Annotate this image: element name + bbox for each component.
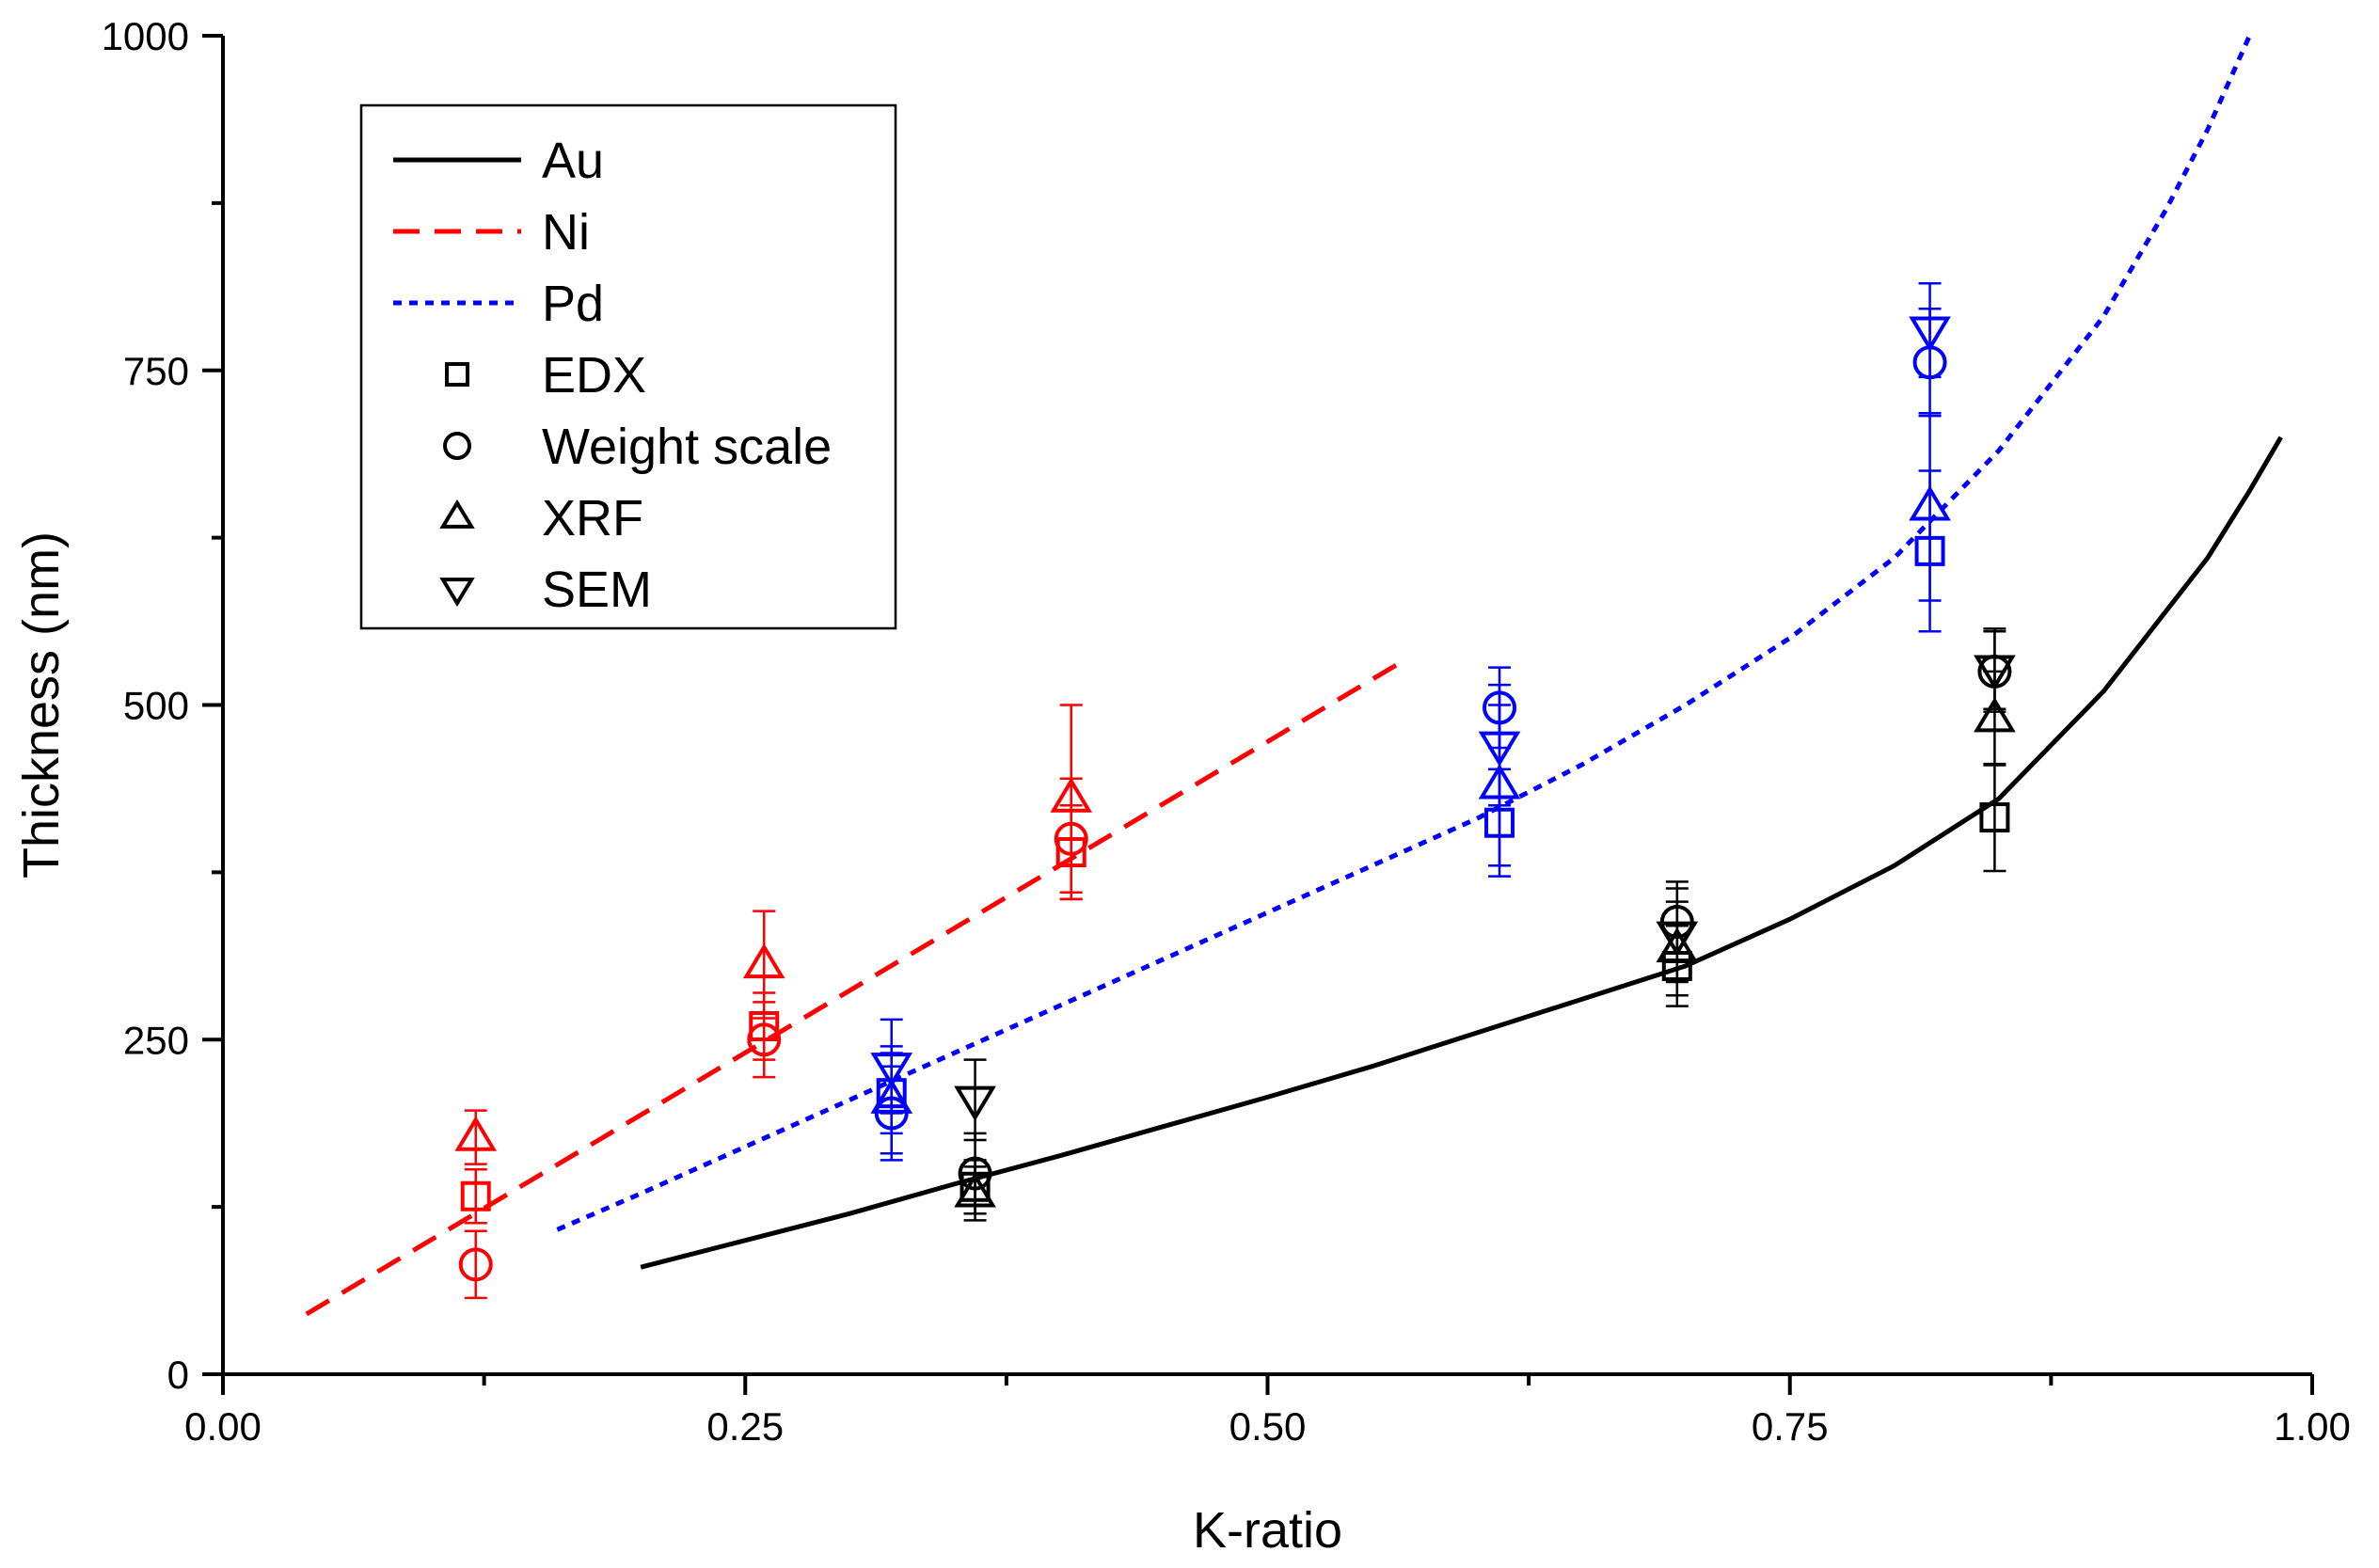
x-axis-title: K-ratio (1193, 1502, 1342, 1559)
y-tick-label-500: 500 (123, 684, 189, 728)
marker-pd-sem-0 (870, 1053, 913, 1088)
marker-au-xrf-2 (1974, 697, 2016, 733)
marker-au-weight-scale-0 (958, 1156, 992, 1191)
marker-ni-weight-scale-0 (458, 1247, 493, 1282)
y-tick-label-250: 250 (123, 1018, 189, 1062)
legend-xrf-label: XRF (542, 490, 643, 546)
x-tick-label-0-75: 0.75 (1752, 1404, 1829, 1449)
x-tick-label-0-25: 0.25 (706, 1404, 784, 1449)
legend-weight-scale-swatch (443, 432, 471, 460)
x-tick-label-0-00: 0.00 (184, 1404, 262, 1449)
y-tick-label-750: 750 (123, 349, 189, 393)
legend-pd-label: Pd (542, 276, 604, 332)
legend-sem-swatch (439, 578, 475, 608)
y-axis-title: Thickness (nm) (13, 531, 70, 879)
y-tick-label-1000: 1000 (102, 14, 189, 58)
legend: Au Ni Pd EDX Weight scale XRF SEM (359, 103, 897, 630)
data-markers-layer (454, 316, 2016, 1282)
legend-edx-label: EDX (542, 347, 646, 404)
marker-ni-edx-1 (749, 1011, 780, 1042)
curve-ni (305, 658, 1405, 1317)
legend-sem-label: SEM (542, 562, 652, 618)
marker-au-xrf-0 (954, 1172, 996, 1208)
axes-layer (202, 34, 2314, 1395)
legend-ni-label: Ni (542, 204, 590, 261)
marker-pd-edx-1 (1484, 807, 1515, 838)
marker-ni-xrf-0 (454, 1116, 498, 1151)
marker-au-sem-2 (1974, 655, 2016, 690)
x-tick-label-1-00: 1.00 (2274, 1404, 2351, 1449)
legend-edx-swatch (445, 362, 469, 387)
legend-au-label: Au (542, 133, 604, 189)
marker-ni-edx-0 (460, 1180, 491, 1212)
marker-ni-weight-scale-2 (1054, 821, 1088, 856)
marker-ni-edx-2 (1055, 837, 1086, 868)
marker-ni-weight-scale-1 (747, 1022, 782, 1057)
y-tick-label-0: 0 (167, 1353, 189, 1397)
tick-labels-layer: 0.00 0.25 0.50 0.75 1.00 0 250 500 750 1000 (102, 14, 2351, 1449)
legend-weight-scale-label: Weight scale (542, 419, 832, 475)
marker-pd-sem-2 (1909, 316, 1951, 352)
marker-au-sem-0 (954, 1085, 996, 1121)
marker-au-sem-1 (1656, 921, 1699, 957)
marker-pd-sem-1 (1478, 731, 1521, 767)
curve-pd (556, 34, 2252, 1232)
marker-au-xrf-1 (1656, 927, 1699, 963)
marker-pd-xrf-0 (870, 1078, 913, 1114)
legend-xrf-swatch (439, 499, 475, 529)
marker-au-edx-2 (1979, 802, 2010, 833)
legend-box (359, 103, 897, 630)
marker-ni-xrf-1 (742, 942, 785, 979)
curve-au (640, 436, 2283, 1270)
marker-pd-xrf-2 (1909, 485, 1951, 521)
marker-ni-xrf-2 (1050, 777, 1093, 813)
marker-pd-xrf-1 (1478, 764, 1521, 800)
x-tick-label-0-50: 0.50 (1229, 1404, 1307, 1449)
marker-pd-edx-2 (1914, 535, 1945, 566)
marker-pd-weight-scale-1 (1483, 690, 1517, 725)
